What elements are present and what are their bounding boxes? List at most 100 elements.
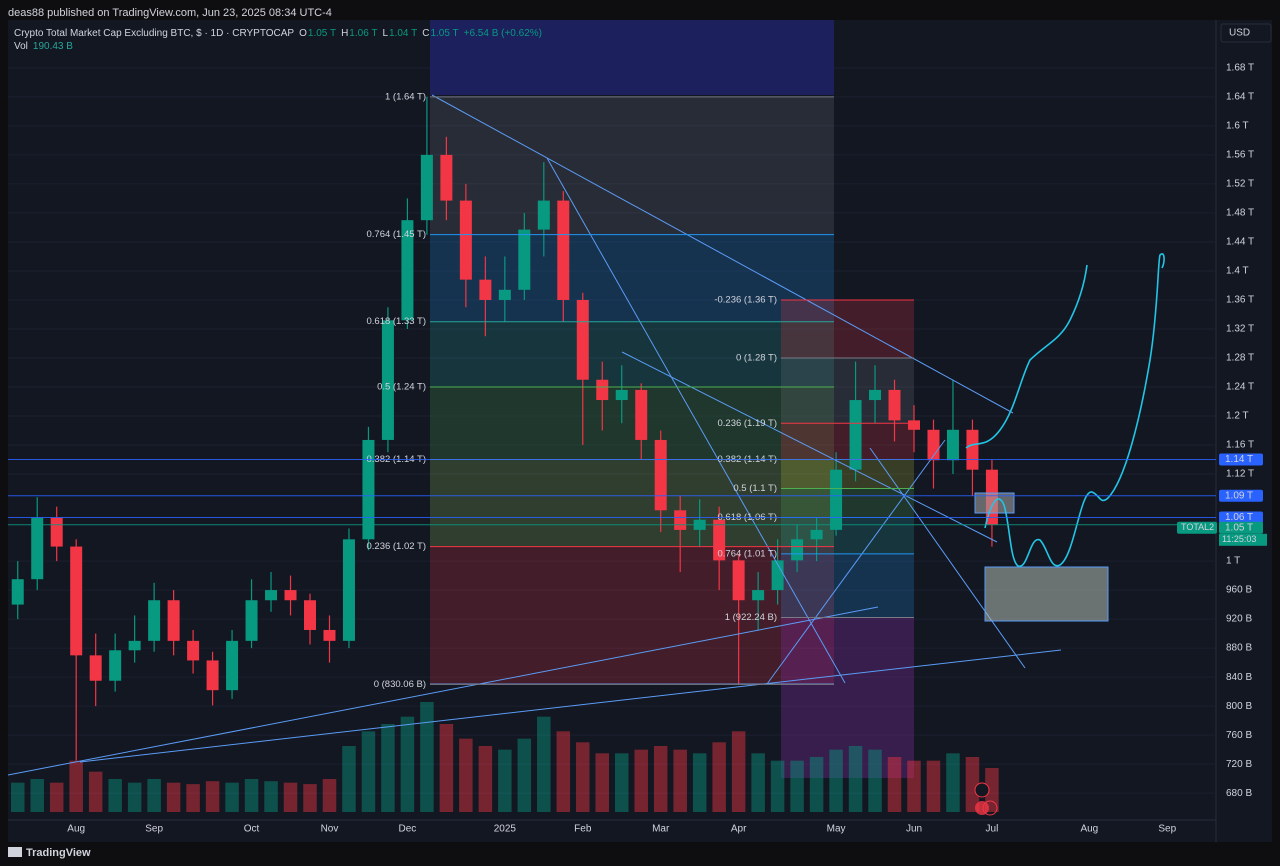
price-label-box: [1219, 453, 1263, 466]
y-tick-label: 1.32 T: [1226, 324, 1254, 335]
candle-body: [167, 600, 180, 641]
title: Crypto Total Market Cap Excluding BTC, $…: [14, 28, 294, 39]
y-tick-label: 720 B: [1226, 759, 1252, 770]
volume-legend: Vol 190.43 B: [14, 41, 73, 52]
trend-line: [79, 649, 1062, 763]
ohlc-value: 1.04 T: [389, 28, 417, 39]
y-tick-label: 960 B: [1226, 585, 1252, 596]
candle-body: [11, 579, 24, 605]
candle-body: [654, 439, 667, 511]
candle-body: [187, 640, 200, 661]
countdown-box: [1219, 533, 1267, 546]
volume-bar: [108, 779, 122, 812]
brand: TradingView: [26, 847, 91, 859]
price-label: 1.09 T: [1225, 490, 1253, 501]
volume-bar: [829, 749, 843, 812]
volume-bar: [127, 782, 142, 812]
candle-body: [381, 320, 394, 440]
y-tick-label: 1.36 T: [1226, 295, 1254, 306]
candle-body: [148, 600, 161, 641]
x-tick-label: Mar: [652, 824, 670, 835]
candle-body: [245, 600, 258, 641]
candle-body: [128, 640, 141, 651]
candle-body: [284, 590, 297, 601]
volume-bar: [809, 757, 824, 812]
fib-bands: [430, 96, 914, 685]
volume-bar: [420, 702, 434, 812]
x-tick-label: Jun: [906, 824, 922, 835]
volume-bar: [517, 738, 532, 812]
y-tick-label: 800 B: [1226, 701, 1252, 712]
series-name: TOTAL2: [1181, 522, 1214, 532]
candle-body: [109, 650, 122, 681]
candle-body: [440, 154, 453, 201]
candle-body: [459, 200, 472, 280]
volume-bar: [653, 746, 668, 812]
x-tick-label: Dec: [399, 824, 417, 835]
candle-body: [674, 510, 687, 530]
y-tick-label: 920 B: [1226, 614, 1252, 625]
publisher: deas88 published on TradingView.com, Jun…: [8, 7, 332, 19]
volume-bar: [946, 753, 960, 812]
candle-body: [226, 640, 239, 691]
candle-body: [869, 389, 882, 401]
fib-band: [781, 488, 914, 518]
volume-bar: [868, 749, 882, 812]
volume-bar: [478, 746, 493, 812]
brand-logo: [8, 847, 22, 857]
labels: 1.68 T 1.64 T 1.6 T 1.56 T 1.52 T 1.48 T 1.44 …: [8, 63, 1267, 835]
fib-label: 0 (1.28 T): [736, 353, 777, 364]
event-icon[interactable]: [974, 782, 990, 798]
volume-bar: [790, 760, 804, 812]
ohlc-value: 1.05 T: [430, 28, 458, 39]
price-label-box: [1219, 511, 1263, 524]
volume-bar: [88, 771, 103, 812]
x-tick-label: Apr: [731, 824, 747, 835]
volume-bar: [244, 779, 259, 812]
trend-line: [621, 351, 998, 543]
volume-bar: [11, 782, 25, 812]
fib-label: 1 (922.24 B): [725, 612, 777, 623]
ohlc-value: 1.06 T: [349, 28, 377, 39]
fib-label: 0.236 (1.19 T): [717, 418, 777, 429]
candle-body: [810, 529, 823, 540]
volume-bar: [731, 731, 746, 812]
fib-band: [781, 553, 914, 618]
fib-label: 0.5 (1.24 T): [377, 382, 426, 393]
ohlc-key: L: [382, 28, 388, 39]
candle-body: [265, 590, 278, 601]
change: +6.54 B (+0.62%): [464, 28, 542, 39]
volume-bar: [459, 738, 473, 812]
x-tick-label: 2025: [494, 824, 517, 835]
x-tick-label: Feb: [574, 824, 592, 835]
fib-band: [781, 459, 914, 489]
fib-label: 1 (1.64 T): [385, 91, 426, 102]
price-label: 1.05 T: [1225, 522, 1253, 533]
fib-label: 0.764 (1.01 T): [717, 548, 777, 559]
ohlc-key: O: [299, 28, 307, 39]
series-name-box: [1177, 521, 1217, 534]
candle-body: [323, 629, 336, 641]
ohlc-key: C: [422, 28, 429, 39]
y-tick-label: 1.68 T: [1226, 63, 1254, 74]
y-tick-label: 1.2 T: [1226, 411, 1249, 422]
fib-label: 0.5 (1.1 T): [733, 483, 777, 494]
y-tick-label: 1 T: [1226, 556, 1240, 567]
event-icon[interactable]: [975, 801, 989, 815]
currency-box[interactable]: [1220, 23, 1272, 43]
volume-bar: [303, 784, 317, 812]
price-label-box: [1219, 489, 1263, 502]
candle-body: [888, 389, 901, 421]
volume-bar: [30, 779, 44, 812]
y-tick-label: 1.44 T: [1226, 237, 1254, 248]
currency[interactable]: USD: [1229, 28, 1250, 39]
volume-bar: [342, 746, 356, 812]
volume-bar: [166, 782, 181, 812]
candle-body: [50, 517, 63, 547]
fib-label: 0 (830.06 B): [374, 679, 426, 690]
volume-bar: [576, 742, 590, 812]
candle-body: [752, 590, 765, 601]
fib-label: 0.764 (1.45 T): [366, 229, 426, 240]
